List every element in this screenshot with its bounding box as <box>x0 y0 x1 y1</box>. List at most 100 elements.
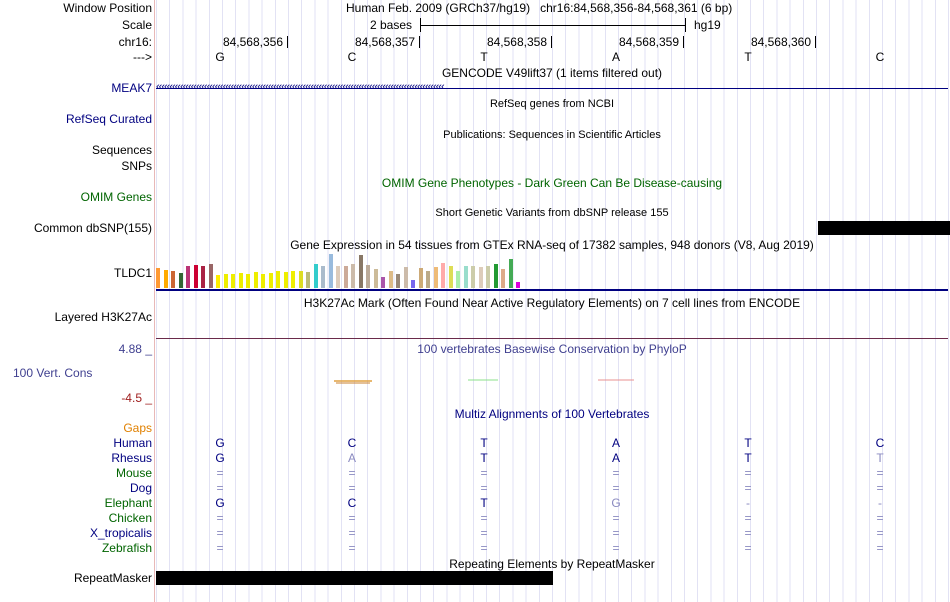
gtex-tissue-bar[interactable] <box>351 264 355 288</box>
species-label-human[interactable]: Human <box>113 436 152 450</box>
gtex-tissue-bar[interactable] <box>216 275 220 288</box>
gtex-tissue-bar[interactable] <box>456 271 460 288</box>
gtex-tissue-bar[interactable] <box>208 264 213 288</box>
gtex-tissue-bar[interactable] <box>493 264 498 288</box>
refseq-track-title[interactable]: RefSeq genes from NCBI <box>489 98 615 110</box>
gtex-tissue-bar[interactable] <box>163 270 168 288</box>
gtex-tissue-bar[interactable] <box>358 255 363 288</box>
alignment-base: = <box>216 511 224 525</box>
gtex-tissue-bar[interactable] <box>471 266 475 288</box>
assembly-position-text: Human Feb. 2009 (GRCh37/hg19) chr16:84,5… <box>346 1 733 15</box>
gtex-tissue-bar[interactable] <box>433 267 438 288</box>
gtex-tissue-bar[interactable] <box>478 267 483 288</box>
gtex-tissue-bar[interactable] <box>501 269 505 288</box>
alignment-base: = <box>348 511 356 525</box>
gtex-tissue-bar[interactable] <box>448 266 453 288</box>
alignment-base: A <box>347 451 356 465</box>
coordinate-tick <box>815 36 816 48</box>
gtex-tissue-bar[interactable] <box>508 259 513 288</box>
reference-base: C <box>875 50 885 64</box>
alignment-base: = <box>348 541 356 555</box>
species-label-zebrafish[interactable]: Zebrafish <box>101 541 152 555</box>
species-label-x_tropicalis[interactable]: X_tropicalis <box>89 526 152 540</box>
species-label-elephant[interactable]: Elephant <box>104 496 152 510</box>
gencode-strand-arrows: ‹‹‹‹‹‹‹‹‹‹‹‹‹‹‹‹‹‹‹‹‹‹‹‹‹‹‹‹‹‹‹‹‹‹‹‹‹‹‹‹… <box>156 81 445 93</box>
snps-label[interactable]: SNPs <box>121 159 152 173</box>
gaps-label[interactable]: Gaps <box>123 421 152 435</box>
gtex-tissue-bar[interactable] <box>321 266 325 288</box>
phylop-track-title[interactable]: 100 vertebrates Basewise Conservation by… <box>417 342 687 356</box>
gtex-tissue-bar[interactable] <box>156 268 160 288</box>
gtex-tissue-bar[interactable] <box>178 273 183 288</box>
coordinate-tick <box>419 36 420 48</box>
gtex-tissue-bar[interactable] <box>193 265 198 288</box>
gtex-tissue-bar[interactable] <box>411 280 415 288</box>
species-label-dog[interactable]: Dog <box>129 481 152 495</box>
species-label-mouse[interactable]: Mouse <box>115 466 152 480</box>
gtex-gene-label[interactable]: TLDC1 <box>113 266 152 280</box>
reference-base: A <box>611 50 620 64</box>
gtex-tissue-bar[interactable] <box>373 269 378 288</box>
dbsnp-variant-block[interactable] <box>818 221 950 235</box>
gtex-tissue-bar[interactable] <box>328 254 333 288</box>
publications-track-title[interactable]: Publications: Sequences in Scientific Ar… <box>443 129 661 141</box>
gtex-tissue-bar[interactable] <box>343 266 348 288</box>
multiz-track-title[interactable]: Multiz Alignments of 100 Vertebrates <box>454 407 650 421</box>
species-label-rhesus[interactable]: Rhesus <box>111 451 152 465</box>
scale-label: Scale <box>121 18 152 32</box>
dbsnp-track-title[interactable]: Short Genetic Variants from dbSNP releas… <box>435 207 669 219</box>
gtex-tissue-bar[interactable] <box>253 272 258 288</box>
dbsnp-label[interactable]: Common dbSNP(155) <box>33 221 152 235</box>
gtex-tissue-bar[interactable] <box>403 267 408 288</box>
gtex-tissue-bar[interactable] <box>381 277 385 288</box>
gtex-tissue-bar[interactable] <box>186 266 190 288</box>
gencode-gene-label[interactable]: MEAK7 <box>111 81 152 95</box>
gtex-tissue-bar[interactable] <box>306 272 310 288</box>
species-label-chicken[interactable]: Chicken <box>108 511 152 525</box>
gtex-tissue-bar[interactable] <box>366 265 370 288</box>
publications-label[interactable]: Sequences <box>91 143 152 157</box>
gtex-tissue-bar[interactable] <box>246 274 250 288</box>
gtex-tissue-bar[interactable] <box>201 266 205 288</box>
gtex-tissue-bar[interactable] <box>283 272 288 288</box>
gtex-tissue-bar[interactable] <box>441 263 445 288</box>
gtex-tissue-bar[interactable] <box>171 271 175 288</box>
gtex-tissue-bar[interactable] <box>261 274 265 288</box>
gtex-tissue-bar[interactable] <box>486 266 490 288</box>
repeatmasker-element[interactable] <box>156 571 553 585</box>
phylop-label[interactable]: 100 Vert. Cons <box>13 366 93 380</box>
reference-base: C <box>347 50 357 64</box>
gtex-tissue-bar[interactable] <box>336 266 340 288</box>
repeatmasker-track-title[interactable]: Repeating Elements by RepeatMasker <box>449 557 655 571</box>
gtex-tissue-bar[interactable] <box>276 271 280 288</box>
gtex-tissue-bar[interactable] <box>388 271 393 288</box>
gtex-tissue-bar[interactable] <box>268 273 273 288</box>
omim-label[interactable]: OMIM Genes <box>80 190 152 204</box>
alignment-base: T <box>876 451 884 465</box>
refseq-label[interactable]: RefSeq Curated <box>65 112 152 126</box>
h3k27ac-label[interactable]: Layered H3K27Ac <box>54 310 152 324</box>
gtex-tissue-bar[interactable] <box>238 273 243 288</box>
gtex-tissue-bar[interactable] <box>396 274 400 288</box>
repeatmasker-label[interactable]: RepeatMasker <box>73 571 152 585</box>
omim-track-title[interactable]: OMIM Gene Phenotypes - Dark Green Can Be… <box>381 176 723 190</box>
gtex-tissue-bar[interactable] <box>313 264 318 288</box>
gtex-tissue-bar[interactable] <box>223 274 228 288</box>
alignment-base: G <box>215 436 225 450</box>
gtex-tissue-bar[interactable] <box>291 271 295 288</box>
gtex-tissue-bar[interactable] <box>231 274 235 288</box>
alignment-base: = <box>744 466 752 480</box>
alignment-base: = <box>876 511 884 525</box>
gtex-tissue-bar[interactable] <box>418 268 423 288</box>
gtex-tissue-bar[interactable] <box>298 271 303 288</box>
alignment-base: = <box>612 466 620 480</box>
gencode-track-title[interactable]: GENCODE V49lift37 (1 items filtered out) <box>441 66 663 80</box>
gtex-bar-chart[interactable] <box>156 252 556 288</box>
gtex-track-title[interactable]: Gene Expression in 54 tissues from GTEx … <box>290 238 814 252</box>
gtex-tissue-bar[interactable] <box>516 282 520 288</box>
gtex-tissue-bar[interactable] <box>463 266 468 288</box>
h3k27ac-track-title[interactable]: H3K27Ac Mark (Often Found Near Active Re… <box>303 296 801 310</box>
gtex-tissue-bar[interactable] <box>426 271 430 288</box>
alignment-base: = <box>348 481 356 495</box>
